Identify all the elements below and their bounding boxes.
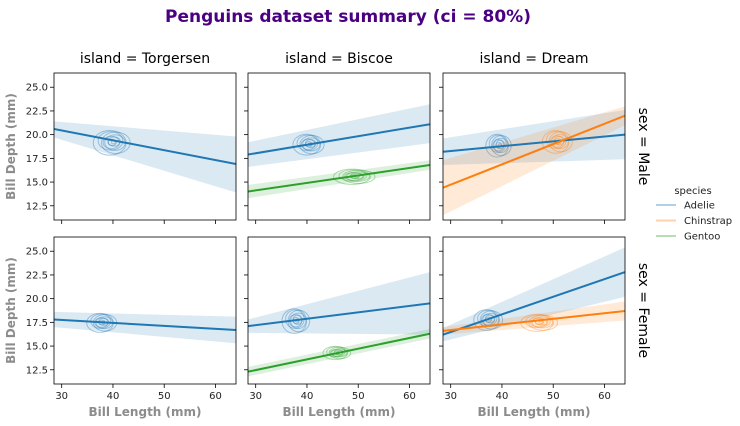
kde-contour [484, 314, 496, 324]
facet-panel: 30 40 50 60 sex = Female Bill Length (mm) [439, 236, 651, 419]
facet-panel: island = Biscoe [244, 51, 431, 224]
plot-area [443, 106, 625, 216]
y-tick-label: 25.0 [26, 83, 48, 94]
kde-contour [342, 169, 376, 184]
kde-contour [331, 348, 348, 358]
y-tick-label: 17.5 [26, 154, 48, 165]
y-tick-label: 20.0 [26, 294, 48, 305]
x-tick-label: 30 [444, 391, 457, 402]
x-tick-label: 40 [301, 391, 314, 402]
x-tick-label: 40 [496, 391, 509, 402]
ci-band [443, 106, 625, 216]
facet-panel: island = Dream sex = Male [439, 51, 651, 224]
regression-line [54, 318, 236, 331]
x-tick-label: 50 [547, 391, 560, 402]
kde-contour [473, 309, 500, 331]
kde-contour [299, 134, 325, 155]
panel-frame [442, 72, 626, 221]
kde-contour [488, 134, 507, 153]
x-tick-label: 60 [403, 391, 416, 402]
kde-contour [328, 346, 352, 360]
row-title: sex = Male [635, 108, 651, 186]
kde-contour [538, 320, 544, 324]
regression-line [443, 271, 625, 336]
regression-line [443, 133, 625, 153]
facet-grid: 12.5 15.0 17.5 20.0 22.5 25.0 island = Torgers… [4, 51, 651, 419]
y-tick-label: 17.5 [26, 318, 48, 329]
facet-panel: 12.5 15.0 17.5 20.0 22.5 25.0 island = Torgers… [4, 51, 237, 224]
x-axis-label: Bill Length (mm) [477, 405, 590, 419]
chart-title: Penguins dataset summary (ci = 80%) [165, 7, 531, 27]
x-tick-label: 60 [598, 391, 611, 402]
y-tick-label: 12.5 [26, 201, 48, 212]
legend-item: Adelie [656, 201, 715, 212]
plot-area [248, 272, 430, 377]
legend-item: Gentoo [656, 232, 720, 243]
legend-label: Chinstrap [684, 216, 732, 227]
y-tick-label: 12.5 [26, 365, 48, 376]
y-axis-label: Bill Depth (mm) [4, 93, 18, 200]
x-tick-label: 30 [55, 391, 68, 402]
y-tick-label: 15.0 [26, 342, 48, 353]
y-axis-label: Bill Depth (mm) [4, 257, 18, 364]
regression-line [248, 302, 430, 328]
facet-panel: 30 40 50 60 12.5 15.0 17.5 20.0 22.5 25.0 Bill Dep… [4, 236, 237, 419]
ci-band [54, 121, 236, 193]
regression-line [443, 114, 625, 189]
row-title: sex = Female [635, 263, 651, 358]
regression-line [54, 127, 236, 166]
y-tick-label: 22.5 [26, 106, 48, 117]
y-tick-label: 20.0 [26, 130, 48, 141]
kde-contour [479, 310, 504, 330]
panel-frame [53, 236, 237, 385]
kde-contour [338, 169, 368, 182]
kde-contour [531, 316, 554, 329]
y-tick-label: 25.0 [26, 247, 48, 258]
regression-line [248, 123, 430, 156]
kde-contour [333, 168, 371, 185]
column-title: island = Torgersen [80, 51, 210, 67]
kde-contour [528, 314, 559, 331]
regression-line [248, 332, 430, 373]
kde-contour [495, 139, 505, 150]
kde-contour [292, 133, 322, 156]
plot-area [443, 247, 625, 342]
legend-item: Chinstrap [656, 216, 732, 227]
ci-band [54, 311, 236, 344]
legend: species Adelie Chinstrap Gentoo [656, 186, 732, 243]
panel-frame [247, 72, 431, 221]
ci-band [248, 104, 430, 167]
plot-area [54, 311, 236, 344]
x-tick-label: 50 [352, 391, 365, 402]
x-tick-label: 50 [158, 391, 171, 402]
ci-band [248, 272, 430, 335]
x-axis-label: Bill Length (mm) [282, 405, 395, 419]
kde-contour [97, 131, 124, 151]
kde-contour [534, 318, 549, 326]
legend-title: species [674, 186, 711, 197]
x-axis-label: Bill Length (mm) [88, 405, 201, 419]
kde-contour [530, 317, 548, 328]
plot-area [248, 104, 430, 199]
column-title: island = Dream [479, 51, 588, 67]
facet-panel: 30 40 50 60 Bill Length (mm) [244, 236, 431, 419]
y-tick-label: 15.0 [26, 178, 48, 189]
column-title: island = Biscoe [285, 51, 393, 67]
regression-line [248, 164, 430, 193]
x-tick-label: 40 [107, 391, 120, 402]
panel-frame [53, 72, 237, 221]
x-tick-label: 30 [249, 391, 262, 402]
panel-frame [442, 236, 626, 385]
legend-label: Gentoo [684, 232, 720, 243]
plot-area [54, 121, 236, 193]
kde-contour [322, 345, 349, 361]
y-tick-label: 22.5 [26, 270, 48, 281]
x-tick-label: 60 [209, 391, 222, 402]
legend-label: Adelie [684, 201, 715, 212]
ci-band [443, 247, 625, 342]
regression-line [443, 309, 625, 332]
ci-band [443, 109, 625, 165]
panel-frame [247, 236, 431, 385]
